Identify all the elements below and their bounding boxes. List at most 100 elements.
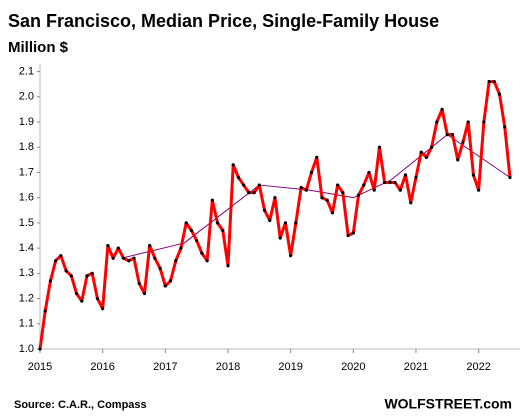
point: [325, 198, 329, 202]
x-tick-label: 2022: [466, 361, 490, 373]
point: [487, 80, 491, 84]
point: [142, 291, 147, 296]
chart-subtitle: Million $: [8, 39, 69, 56]
point: [398, 188, 402, 192]
point: [456, 158, 460, 162]
y-tick-label: 1.3: [19, 267, 34, 279]
point: [346, 233, 350, 238]
point: [74, 291, 79, 296]
point: [242, 183, 246, 187]
point: [153, 256, 157, 260]
point: [330, 211, 335, 215]
point: [90, 271, 94, 275]
point: [351, 231, 355, 235]
point: [200, 251, 204, 255]
x-tick-label: 2018: [216, 361, 240, 373]
point: [419, 150, 423, 154]
point: [372, 188, 376, 192]
x-tick-label: 2019: [278, 361, 302, 373]
point: [315, 155, 319, 159]
x-tick-label: 2021: [404, 361, 428, 373]
point: [127, 259, 131, 263]
point: [111, 256, 115, 260]
point: [273, 196, 277, 200]
point: [388, 180, 392, 185]
point: [477, 188, 481, 192]
point: [257, 183, 261, 187]
y-tick-label: 1.9: [19, 116, 34, 128]
point: [414, 175, 418, 180]
point: [226, 264, 230, 268]
point: [64, 269, 68, 273]
trend-line: [121, 134, 511, 259]
point: [283, 221, 288, 225]
point: [278, 236, 282, 240]
y-tick-label: 2.1: [19, 65, 34, 77]
y-tick-label: 1.7: [19, 166, 34, 178]
point: [430, 145, 434, 149]
x-tick-label: 2020: [341, 361, 365, 373]
point: [445, 133, 449, 137]
point: [158, 266, 162, 270]
point: [106, 243, 110, 248]
point: [163, 284, 167, 288]
y-tick-label: 1.1: [19, 318, 34, 330]
point: [440, 107, 444, 111]
y-tick-label: 1.5: [19, 217, 34, 229]
x-tick-label: 2016: [90, 361, 114, 373]
point: [205, 259, 209, 263]
point: [168, 279, 173, 283]
point: [268, 218, 272, 222]
y-tick-label: 1.8: [19, 141, 34, 153]
point: [174, 259, 178, 263]
point: [309, 170, 314, 175]
x-tick-label: 2015: [28, 361, 52, 373]
point: [362, 183, 366, 187]
point: [403, 173, 408, 177]
price-line: [38, 80, 512, 350]
point: [210, 198, 214, 202]
point: [43, 309, 47, 313]
point: [471, 173, 476, 177]
y-tick-label: 1.2: [19, 292, 34, 304]
y-tick-label: 1.4: [19, 242, 34, 254]
point: [137, 281, 141, 286]
point: [54, 259, 58, 263]
y-tick-label: 1.0: [19, 343, 34, 355]
point: [195, 238, 199, 243]
point: [116, 246, 120, 250]
y-tick-label: 1.6: [19, 192, 34, 204]
point: [367, 170, 371, 175]
point: [393, 180, 397, 185]
point: [409, 201, 413, 205]
point: [215, 221, 220, 225]
point: [80, 299, 84, 303]
point: [336, 183, 340, 187]
point: [294, 221, 298, 225]
point: [95, 296, 100, 301]
point: [341, 191, 345, 195]
point: [236, 175, 241, 180]
point: [497, 92, 502, 96]
point: [435, 120, 439, 124]
point: [101, 307, 105, 311]
source: Source: C.A.R., Compass: [14, 399, 147, 411]
point: [377, 145, 382, 149]
point: [252, 191, 256, 195]
point: [121, 256, 126, 260]
x-tick-label: 2017: [153, 361, 177, 373]
point: [356, 193, 361, 197]
point: [482, 120, 486, 124]
point: [262, 208, 267, 212]
point: [503, 125, 507, 129]
point: [231, 163, 235, 167]
point: [38, 347, 42, 351]
point: [492, 80, 496, 84]
point: [289, 254, 293, 258]
point: [383, 180, 387, 185]
point: [189, 228, 194, 233]
point: [59, 254, 63, 258]
brand: WOLFSTREET.com: [384, 396, 512, 412]
point: [424, 155, 429, 159]
